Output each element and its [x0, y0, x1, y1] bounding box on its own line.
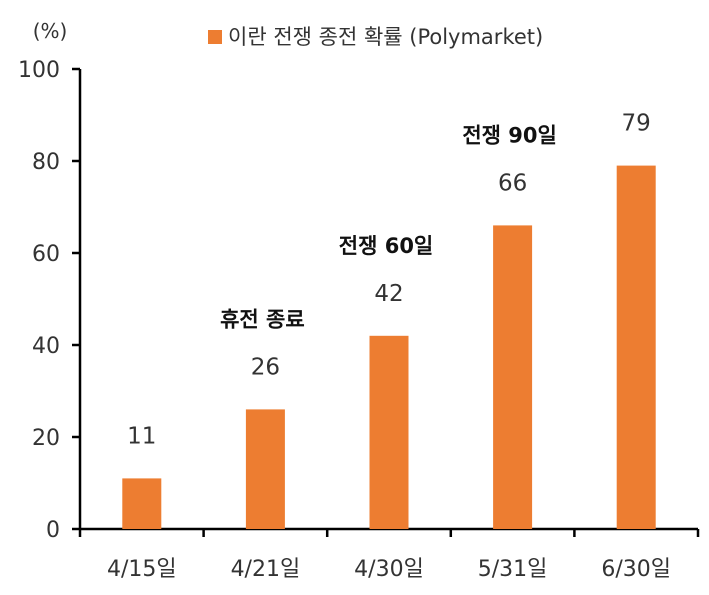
bar [493, 225, 533, 529]
bar [616, 165, 656, 529]
bar-value-label: 79 [622, 111, 651, 137]
x-tick-label: 5/31일 [478, 557, 548, 582]
bar-series [122, 165, 656, 529]
x-tick-label: 4/15일 [107, 557, 177, 582]
legend-entry-label: 이란 전쟁 종전 확률 (Polymarket) [228, 25, 543, 49]
event-annotation: 전쟁 60일 [339, 234, 434, 258]
legend-swatch [208, 30, 222, 44]
y-tick-label: 100 [18, 58, 60, 83]
annotations: 휴전 종료 전쟁 60일 전쟁 90일 [220, 123, 557, 331]
x-tick-label: 4/30일 [354, 557, 424, 582]
bar-value-label: 26 [251, 354, 280, 380]
legend: 이란 전쟁 종전 확률 (Polymarket) [208, 25, 543, 49]
x-tick-label: 6/30일 [601, 557, 671, 582]
event-annotation: 전쟁 90일 [462, 123, 557, 147]
x-tick-label: 4/21일 [231, 557, 301, 582]
data-labels: 11 26 42 66 79 [127, 111, 651, 450]
y-tick-label: 20 [32, 426, 60, 451]
event-annotation: 휴전 종료 [220, 307, 305, 331]
y-tick-label: 40 [32, 334, 60, 359]
x-axis: 4/15일 4/21일 4/30일 5/31일 6/30일 [78, 527, 700, 582]
bar-value-label: 11 [127, 423, 156, 449]
y-tick-label: 80 [32, 150, 60, 175]
y-tick-label: 0 [46, 518, 60, 543]
bar-value-label: 66 [498, 170, 527, 196]
y-tick-label: 60 [32, 242, 60, 267]
y-axis: 0 20 40 60 80 100 [18, 58, 82, 543]
y-axis-unit-label: (%) [33, 19, 68, 43]
bar-value-label: 42 [374, 281, 403, 307]
bar [369, 335, 409, 529]
bar [245, 409, 285, 529]
bar [122, 478, 162, 529]
